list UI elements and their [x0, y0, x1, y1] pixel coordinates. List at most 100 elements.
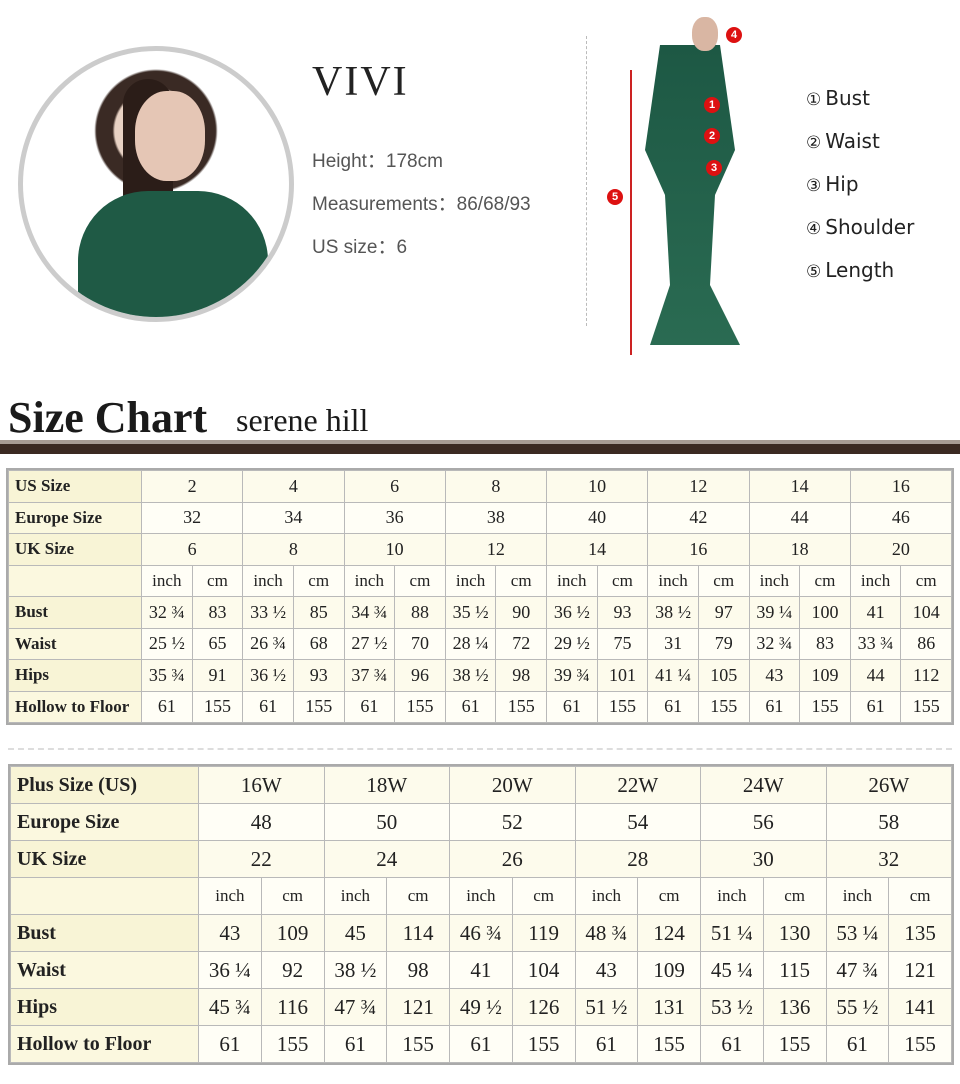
value-cell: 79: [697, 627, 750, 660]
value-cell: 61: [574, 1025, 639, 1063]
value-cell: 61: [449, 1025, 513, 1063]
value-cell: 119: [511, 914, 576, 952]
value-cell: 61: [748, 690, 801, 723]
value-cell: 124: [637, 914, 701, 952]
size-cell: 32: [140, 501, 244, 534]
size-cell: 10: [545, 470, 649, 503]
size-cell: 6: [140, 533, 244, 566]
size-cell: 18: [748, 533, 851, 566]
value-cell: 155: [292, 690, 345, 723]
row-label: Hips: [8, 659, 142, 692]
value-cell: 155: [762, 1025, 827, 1063]
size-cell: 32: [825, 840, 952, 878]
size-cell: 14: [545, 533, 649, 566]
marker-hip: 3: [706, 160, 722, 176]
size-cell: 20: [849, 533, 953, 566]
unit-cm: cm: [697, 564, 750, 597]
size-cell: 54: [574, 803, 701, 841]
value-cell: 112: [900, 659, 952, 692]
size-cell: 10: [343, 533, 446, 566]
legend-label: Waist: [825, 129, 880, 153]
plus-size-table: Plus Size (US) 16W 18W 20W 22W 24W 26W Europe S…: [8, 764, 954, 1065]
value-cell: 136: [762, 988, 827, 1026]
legend-label: Length: [825, 258, 895, 282]
legend-number: ④: [806, 219, 822, 239]
unit-inch: inch: [242, 564, 294, 597]
unit-cm: cm: [888, 877, 952, 915]
value-cell: 41: [449, 951, 513, 989]
size-cell: 12: [647, 470, 750, 503]
value-cell: 38 ½: [444, 659, 497, 692]
model-face: [135, 91, 205, 181]
value-cell: 45 ¼: [700, 951, 764, 989]
value-cell: 43: [574, 951, 639, 989]
value-cell: 61: [198, 1025, 262, 1063]
unit-cm: cm: [637, 877, 701, 915]
value-cell: 114: [386, 914, 450, 952]
value-cell: 130: [762, 914, 827, 952]
value-cell: 61: [444, 690, 497, 723]
value-cell: 51 ¼: [700, 914, 764, 952]
size-cell: 16: [849, 470, 953, 503]
unit-cm: cm: [292, 564, 345, 597]
value-cell: 75: [596, 627, 649, 660]
value-cell: 48 ¾: [574, 914, 639, 952]
size-cell: 22W: [574, 766, 701, 804]
size-cell: 20W: [449, 766, 576, 804]
value-cell: 93: [292, 659, 345, 692]
value-cell: 83: [191, 596, 244, 629]
value-cell: 61: [141, 690, 193, 723]
table-row: UK Size 6 8 10 12 14 16 18 20: [8, 533, 953, 566]
value-cell: 61: [343, 690, 396, 723]
table-row: US Size 2 4 6 8 10 12 14 16: [8, 470, 953, 503]
size-cell: 4: [242, 470, 345, 503]
model-us-size: US size：6: [312, 237, 408, 258]
unit-inch: inch: [343, 564, 396, 597]
size-cell: 22: [198, 840, 325, 878]
empty-cell: [10, 877, 199, 915]
legend-item-bust: ① Bust: [806, 86, 870, 110]
model-measurements: Measurements：86/68/93: [312, 194, 531, 215]
figure-head: [692, 17, 718, 51]
size-cell: 8: [242, 533, 345, 566]
legend-label: Shoulder: [825, 215, 915, 239]
value-cell: 104: [511, 951, 576, 989]
value-cell: 36 ¼: [198, 951, 262, 989]
measurement-row: Bust 32 ¾ 83 33 ½ 85 34 ¾ 88 35 ½ 90 36 ½ 93 38 ½ 97…: [8, 596, 952, 629]
value-cell: 155: [260, 1025, 325, 1063]
value-cell: 61: [825, 1025, 890, 1063]
row-label: UK Size: [10, 840, 199, 878]
value-cell: 155: [637, 1025, 701, 1063]
row-label: Waist: [8, 627, 142, 660]
marker-bust: 1: [704, 97, 720, 113]
unit-cm: cm: [386, 877, 450, 915]
size-cell: 42: [647, 501, 750, 534]
value-cell: 155: [697, 690, 750, 723]
size-cell: 16W: [198, 766, 325, 804]
value-cell: 86: [900, 627, 952, 660]
unit-cm: cm: [511, 877, 576, 915]
size-cell: 30: [700, 840, 827, 878]
measurement-row: Waist 25 ½ 65 26 ¾ 68 27 ½ 70 28 ¼ 72 29 ½ 75 31 79 3…: [8, 627, 952, 660]
value-cell: 45 ¾: [198, 988, 262, 1026]
size-cell: 46: [849, 501, 953, 534]
value-cell: 53 ½: [700, 988, 764, 1026]
value-cell: 98: [495, 659, 547, 692]
measurement-row: Waist 36 ¼ 92 38 ½ 98 41 104 43 109 45 ¼ 115 47 ¾ 12…: [10, 951, 952, 989]
size-cell: 26W: [825, 766, 952, 804]
legend-item-length: ⑤ Length: [806, 258, 894, 282]
value-cell: 141: [888, 988, 952, 1026]
marker-waist: 2: [704, 128, 720, 144]
legend-number: ①: [806, 90, 822, 110]
value-cell: 101: [596, 659, 649, 692]
value-cell: 109: [799, 659, 851, 692]
row-label: Hollow to Floor: [8, 690, 142, 723]
unit-inch: inch: [323, 877, 388, 915]
brand-name: serene hill: [236, 402, 369, 438]
value-cell: 155: [900, 690, 952, 723]
value-cell: 38 ½: [647, 596, 699, 629]
legend-number: ②: [806, 133, 822, 153]
value-cell: 93: [596, 596, 649, 629]
value-cell: 31: [647, 627, 699, 660]
unit-cm: cm: [762, 877, 827, 915]
